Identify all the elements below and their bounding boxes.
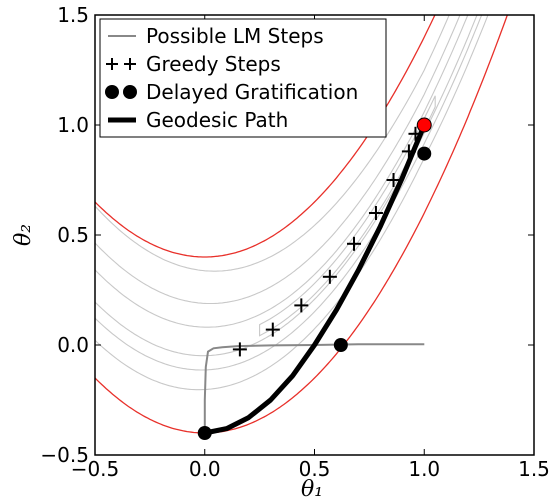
- legend-label: Geodesic Path: [146, 108, 288, 132]
- legend-label: Possible LM Steps: [146, 24, 324, 48]
- y-tick-label: 0.5: [57, 223, 89, 247]
- legend-entry: Delayed Gratification: [105, 80, 358, 104]
- legend-dot: [123, 85, 137, 99]
- contour-gray-lower: [95, 15, 478, 357]
- greedy-step-marker: [265, 322, 280, 337]
- y-tick-label: −0.5: [40, 443, 89, 467]
- x-tick-label: −0.5: [71, 457, 120, 481]
- delayed-gratification-marker: [333, 338, 348, 352]
- y-tick-label: 0.0: [57, 333, 89, 357]
- delayed-gratification-marker: [417, 146, 432, 161]
- legend-label: Delayed Gratification: [146, 80, 358, 104]
- series-layer: [197, 117, 432, 440]
- x-tick-label: 1.5: [518, 457, 550, 481]
- greedy-step-marker: [386, 173, 401, 187]
- y-tick-label: 1.5: [57, 3, 89, 27]
- contour-gray-upper: [95, 15, 450, 272]
- greedy-step-marker: [368, 206, 383, 220]
- contour-gray-upper: [95, 15, 461, 305]
- contour-gray-lower: [95, 15, 483, 371]
- lm-steps-line: [203, 343, 425, 433]
- greedy-step-marker: [322, 269, 337, 284]
- legend-entry: Possible LM Steps: [108, 24, 324, 48]
- legend-label: Greedy Steps: [146, 52, 281, 76]
- legend-entry: Geodesic Path: [108, 108, 288, 132]
- x-axis-label: θ₁: [301, 477, 323, 502]
- contour-gray-inner: [259, 95, 436, 337]
- y-tick-label: 1.0: [57, 113, 89, 137]
- x-tick-label: 0.5: [299, 457, 331, 481]
- x-tick-label: 1.0: [408, 457, 440, 481]
- greedy-step-marker: [347, 236, 362, 251]
- legend-box: [99, 18, 387, 138]
- greedy-step-marker: [401, 144, 416, 159]
- ticks-layer: −0.5 0.0 0.5 1.0 1.5 −0.5 0.0 0.5 1.0 1.5: [40, 3, 549, 481]
- contour-gray-upper: [95, 15, 469, 328]
- target-point: [416, 117, 432, 133]
- contour-gray-lower: [95, 15, 489, 391]
- legend: Possible LM Steps Greedy Steps Delayed Gra…: [99, 18, 387, 138]
- y-axis-label: θ₂: [11, 224, 36, 246]
- geodesic-path-line: [202, 122, 427, 436]
- greedy-step-marker: [408, 126, 423, 141]
- greedy-step-marker: [232, 342, 247, 357]
- contour-red-lower: [95, 15, 509, 434]
- legend-dot: [105, 85, 119, 99]
- contour-red-upper: [95, 15, 436, 258]
- x-tick-label: 0.0: [189, 457, 221, 481]
- delayed-gratification-marker: [197, 426, 212, 440]
- contour-layer: [95, 15, 509, 434]
- legend-entry: Greedy Steps: [106, 52, 281, 76]
- greedy-step-marker: [294, 298, 309, 313]
